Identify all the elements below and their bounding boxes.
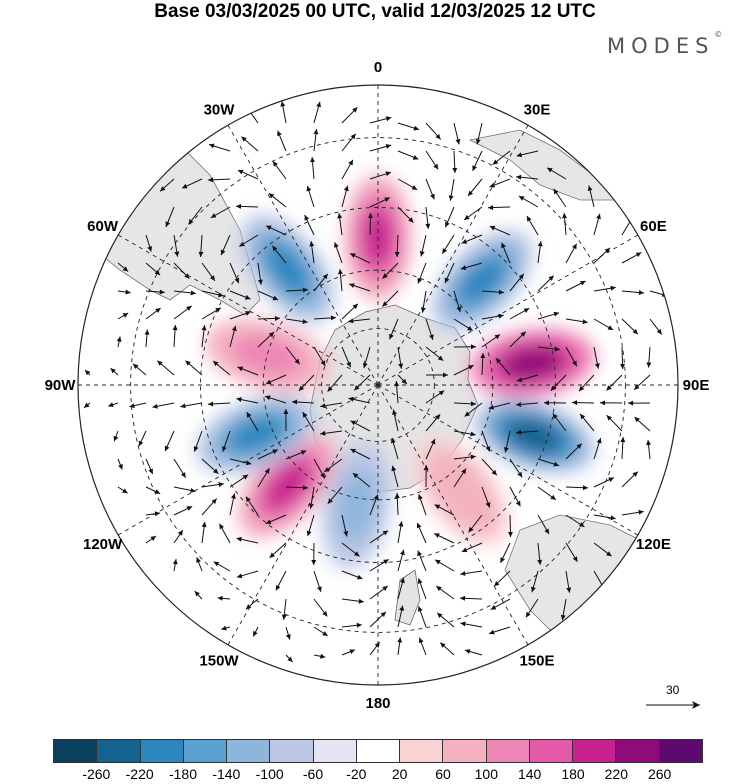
colorbar-ticks: -260 -220 -180 -140 -100 -60 -20 20 60 100 140 180 2… xyxy=(53,766,703,784)
colorbar-bin xyxy=(54,740,97,762)
colorbar-bin xyxy=(530,740,573,762)
longitude-label: 150E xyxy=(519,652,554,669)
colorbar-tick-label: 260 xyxy=(648,766,671,782)
colorbar-bin xyxy=(487,740,530,762)
colorbar-bin xyxy=(400,740,443,762)
colorbar-bin xyxy=(270,740,313,762)
reference-vector-label: 30 xyxy=(666,683,679,697)
colorbar-bin xyxy=(616,740,659,762)
colorbar-tick-label: -20 xyxy=(346,766,366,782)
copyright-mark: © xyxy=(714,30,722,39)
longitude-label: 120W xyxy=(83,536,123,553)
colorbar-bin xyxy=(660,740,702,762)
longitude-label: 0 xyxy=(374,59,382,76)
longitude-label: 150W xyxy=(199,652,239,669)
longitude-label: 60W xyxy=(87,218,119,235)
colorbar-tick-label: 140 xyxy=(518,766,541,782)
colorbar-bin xyxy=(314,740,357,762)
colorbar-tick-label: -100 xyxy=(256,766,284,782)
colorbar-bin xyxy=(141,740,184,762)
longitude-label: 180 xyxy=(365,695,390,712)
colorbar-tick-label: 100 xyxy=(475,766,498,782)
longitude-label: 30E xyxy=(524,102,551,119)
brand-name: MODES xyxy=(607,34,714,58)
colorbar xyxy=(53,739,703,763)
colorbar-tick-label: -220 xyxy=(126,766,154,782)
longitude-label: 120E xyxy=(636,536,671,553)
colorbar-bin xyxy=(227,740,270,762)
colorbar-tick-label: -60 xyxy=(303,766,323,782)
colorbar-bin xyxy=(443,740,486,762)
colorbar-tick-label: 180 xyxy=(561,766,584,782)
colorbar-bin xyxy=(97,740,140,762)
colorbar-tick-label: 60 xyxy=(435,766,451,782)
longitude-label: 90W xyxy=(45,377,77,394)
longitude-label: 30W xyxy=(204,102,236,119)
colorbar-tick-label: -180 xyxy=(169,766,197,782)
colorbar-tick-label: -140 xyxy=(212,766,240,782)
colorbar-tick-label: 20 xyxy=(392,766,408,782)
colorbar-tick-label: 220 xyxy=(605,766,628,782)
colorbar-bin xyxy=(357,740,400,762)
colorbar-tick-label: -260 xyxy=(82,766,110,782)
longitude-label: 90E xyxy=(683,377,710,394)
reference-vector-arrow xyxy=(646,701,700,709)
wind-vector-head xyxy=(245,105,250,111)
longitude-label: 60E xyxy=(640,218,667,235)
map-title: Base 03/03/2025 00 UTC, valid 12/03/2025… xyxy=(0,0,750,24)
modes-logo: MODES© xyxy=(607,34,722,58)
colorbar-bin xyxy=(184,740,227,762)
colorbar-bin xyxy=(573,740,616,762)
